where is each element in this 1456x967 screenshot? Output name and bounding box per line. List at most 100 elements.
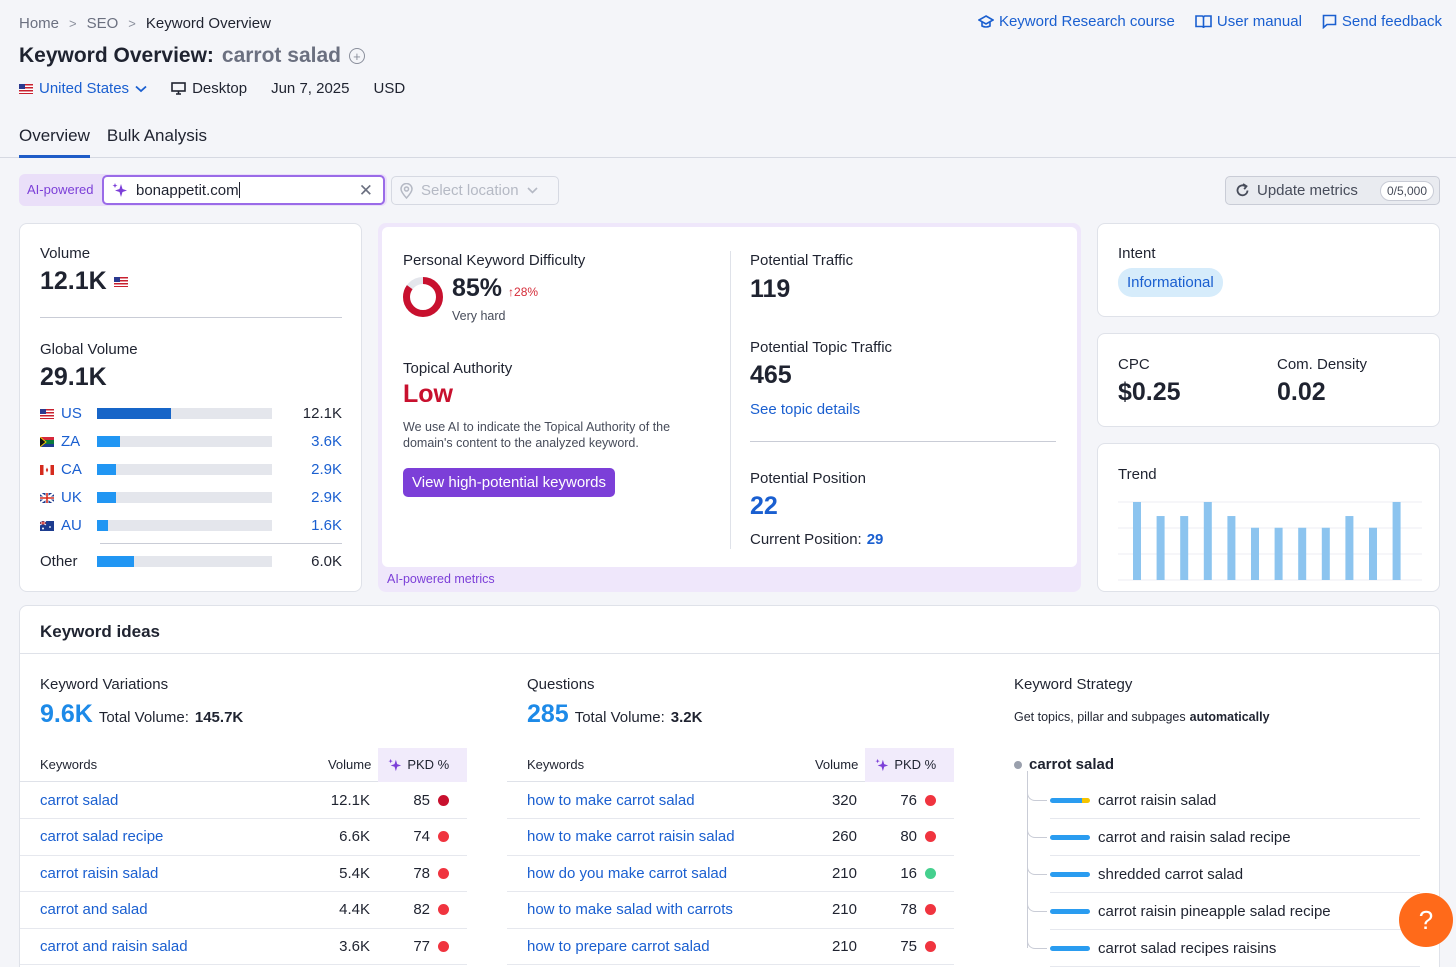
location-select[interactable]: Select location: [391, 176, 559, 205]
keyword-link[interactable]: carrot and raisin salad: [40, 937, 188, 955]
pkd-label: Personal Keyword Difficulty: [403, 252, 586, 269]
col-volume[interactable]: Volume: [327, 757, 372, 772]
difficulty-dot-icon: [438, 940, 449, 952]
strategy-desc: Get topics, pillar and subpages automati…: [1014, 710, 1270, 724]
country-code[interactable]: AU: [61, 517, 82, 534]
tab-bulk-analysis[interactable]: Bulk Analysis: [106, 126, 208, 145]
intent-card: Intent Informational: [1097, 223, 1440, 317]
trend-chart: [1118, 501, 1422, 581]
pkd-change: ↑28%: [508, 285, 539, 299]
country-volume[interactable]: 2.9K: [311, 489, 342, 506]
keyword-strategy-label: Keyword Strategy: [1014, 676, 1133, 693]
country-volume[interactable]: 1.6K: [311, 517, 342, 534]
top-links: Keyword Research course User manual Send…: [977, 13, 1442, 30]
strategy-item[interactable]: carrot raisin salad: [1050, 782, 1420, 819]
user-manual-link[interactable]: User manual: [1195, 13, 1302, 30]
strategy-item[interactable]: shredded carrot salad: [1050, 856, 1420, 893]
strategy-item[interactable]: carrot salad recipes raisins: [1050, 930, 1420, 967]
country-bar: [97, 520, 272, 531]
sparkle-icon: [112, 183, 127, 197]
volume-value-row: 12.1K: [40, 267, 128, 296]
date-select[interactable]: Jun 7, 2025: [271, 80, 350, 97]
strategy-desc-bold: automatically: [1189, 710, 1270, 724]
breadcrumb-home[interactable]: Home: [19, 15, 60, 32]
keyword-link[interactable]: carrot raisin salad: [40, 864, 159, 882]
col-volume[interactable]: Volume: [814, 757, 859, 772]
country-select[interactable]: United States: [19, 80, 147, 97]
country-code[interactable]: CA: [61, 461, 82, 478]
view-high-potential-button[interactable]: View high-potential keywords: [403, 468, 615, 497]
country-row-other: Other 6.0K: [40, 553, 342, 570]
keyword-volume: 12.1K: [330, 791, 370, 809]
strategy-item[interactable]: carrot raisin pineapple salad recipe: [1050, 893, 1420, 930]
country-code[interactable]: UK: [61, 489, 82, 506]
domain-input-value: bonappetit.com: [136, 181, 239, 199]
domain-input[interactable]: bonappetit.com ✕: [102, 175, 385, 205]
table-row: how to make carrot raisin salad 260 80: [507, 819, 954, 856]
keyword-link[interactable]: carrot and salad: [40, 901, 148, 918]
add-icon[interactable]: +: [348, 48, 365, 64]
device-select[interactable]: Desktop: [171, 80, 247, 97]
refresh-icon: [1236, 183, 1249, 197]
topic-bar-icon: [1050, 797, 1090, 803]
difficulty-dot-icon: [925, 831, 936, 842]
clear-icon[interactable]: ✕: [358, 181, 373, 200]
variations-count[interactable]: 9.6K: [40, 700, 93, 728]
keyword-course-link[interactable]: Keyword Research course: [977, 13, 1175, 30]
help-button[interactable]: ?: [1399, 893, 1453, 947]
topical-authority-label: Topical Authority: [403, 360, 513, 377]
potential-position-value[interactable]: 22: [750, 492, 778, 520]
questions-count[interactable]: 285: [527, 700, 569, 728]
current-position-label: Current Position:: [750, 531, 862, 548]
questions-total-label: Total Volume:: [574, 709, 665, 726]
sparkle-icon: [875, 758, 889, 771]
strategy-root[interactable]: carrot salad: [1014, 756, 1114, 773]
desktop-icon: [171, 82, 186, 95]
keyword-link[interactable]: carrot salad recipe: [40, 828, 164, 845]
update-metrics-label: Update metrics: [1257, 182, 1358, 199]
za-flag-icon: [40, 436, 54, 447]
variations-header: Keywords Volume PKD %: [20, 747, 467, 782]
current-position-value[interactable]: 29: [866, 531, 884, 548]
keyword-link[interactable]: how to make salad with carrots: [527, 901, 733, 918]
country-code[interactable]: ZA: [61, 433, 81, 450]
currency-select[interactable]: USD: [373, 80, 406, 97]
country-volume: 6.0K: [311, 553, 342, 570]
variations-total: 145.7K: [194, 709, 244, 726]
divider: [40, 317, 342, 318]
keyword-link[interactable]: how to prepare carrot salad: [527, 937, 710, 955]
country-volume[interactable]: 2.9K: [311, 461, 342, 478]
us-flag-icon: [19, 83, 33, 94]
country-bar: [97, 436, 272, 447]
page-title-text: Keyword Overview:: [19, 44, 214, 67]
trend-bar: [1298, 527, 1307, 580]
strategy-item[interactable]: carrot and raisin salad recipe: [1050, 819, 1420, 856]
send-feedback-link[interactable]: Send feedback: [1322, 13, 1442, 30]
tab-overview[interactable]: Overview: [19, 126, 90, 158]
strategy-item-label: carrot and raisin salad recipe: [1098, 828, 1291, 846]
map-pin-icon: [400, 182, 413, 199]
col-pkd[interactable]: PKD %: [378, 747, 467, 782]
keyword-link[interactable]: carrot salad: [40, 791, 119, 809]
difficulty-dot-icon: [925, 940, 936, 952]
breadcrumb-seo[interactable]: SEO: [86, 15, 119, 32]
country-volume[interactable]: 3.6K: [311, 433, 342, 450]
keyword-pkd: 75: [900, 937, 917, 955]
see-topic-details-link[interactable]: See topic details: [750, 401, 861, 418]
country-code[interactable]: US: [61, 405, 82, 422]
keyword-link[interactable]: how to make carrot salad: [527, 791, 695, 809]
table-row: how to make carrot salad 320 76: [507, 782, 954, 819]
update-metrics-button[interactable]: Update metrics 0/5,000: [1225, 176, 1440, 205]
keyword-link[interactable]: how to make carrot raisin salad: [527, 828, 735, 845]
col-pkd[interactable]: PKD %: [865, 747, 954, 782]
us-flag-icon: [113, 276, 128, 287]
pkd-value-row: 85% ↑28%: [452, 274, 538, 303]
keyword-volume: 3.6K: [339, 937, 370, 955]
table-row: carrot salad 12.1K 85: [20, 782, 467, 819]
chevron-right-icon: >: [128, 16, 136, 31]
keyword-pkd: 78: [900, 901, 917, 918]
country-bar-fill: [97, 492, 117, 503]
topic-bar-icon: [1050, 834, 1090, 840]
questions-header: Keywords Volume PKD %: [507, 747, 954, 782]
keyword-link[interactable]: how do you make carrot salad: [527, 864, 728, 882]
